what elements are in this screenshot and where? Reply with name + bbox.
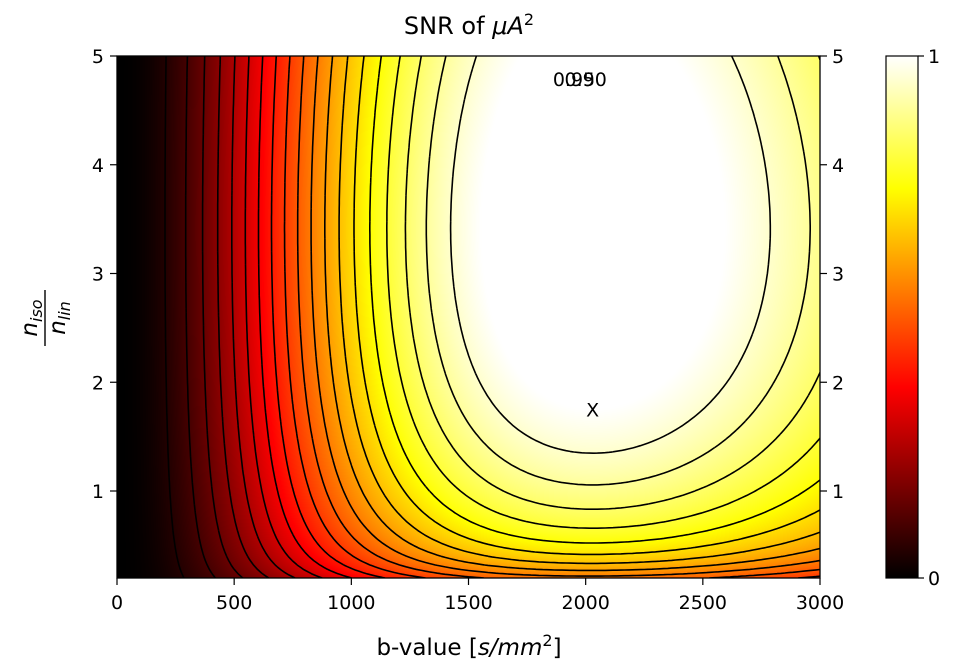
contour-line-0.50 bbox=[296, 56, 820, 578]
contour-line-0.10 bbox=[184, 56, 217, 578]
right-y-tick-label: 1 bbox=[832, 481, 844, 503]
plot-area bbox=[117, 56, 820, 578]
colorbar-ticks: 01 bbox=[918, 46, 940, 590]
y-axis-right: 1 2 3 4 5 bbox=[820, 46, 844, 503]
contour-label-0.95: 0.95 bbox=[553, 69, 595, 91]
x-tick-label: 3000 bbox=[796, 592, 844, 614]
right-y-tick-label: 2 bbox=[832, 372, 844, 394]
contour-line-0.95 bbox=[449, 56, 772, 454]
contour-lines bbox=[164, 56, 820, 578]
contour-line-0.35 bbox=[257, 56, 352, 578]
x-tick-label: 0 bbox=[111, 592, 123, 614]
snr-heatmap bbox=[117, 56, 820, 578]
y-tick-label: 5 bbox=[92, 46, 104, 68]
optimum-marker: X bbox=[586, 399, 599, 421]
contour-labels: 0.900.95 bbox=[553, 69, 607, 91]
contour-line-0.70 bbox=[353, 56, 820, 556]
contour-line-0.40 bbox=[270, 56, 386, 578]
contour-line-0.45 bbox=[283, 56, 820, 578]
colorbar: 01 bbox=[885, 46, 940, 590]
x-tick-label: 2500 bbox=[679, 592, 727, 614]
contour-line-0.75 bbox=[369, 56, 820, 544]
contour-line-0.05 bbox=[164, 56, 185, 578]
y-axis-label-numerator: niso bbox=[17, 299, 46, 336]
colorbar-gradient bbox=[885, 55, 919, 579]
contour-line-0.20 bbox=[216, 56, 270, 578]
contour-line-0.30 bbox=[244, 56, 323, 578]
contour-line-0.65 bbox=[338, 56, 820, 565]
contour-line-0.25 bbox=[231, 56, 296, 578]
contour-line-0.80 bbox=[386, 56, 820, 529]
contour-line-0.60 bbox=[324, 56, 820, 572]
y-tick-label: 4 bbox=[92, 155, 104, 177]
y-axis-left: 1 2 3 4 5 bbox=[92, 46, 117, 503]
y-axis-label: niso nlin bbox=[17, 290, 74, 346]
x-tick-label: 1000 bbox=[327, 592, 375, 614]
contour-label-0.90: 0.90 bbox=[565, 69, 607, 91]
x-axis: 0 500 1000 1500 2000 2500 3000 bbox=[111, 578, 844, 614]
right-y-tick-label: 4 bbox=[832, 155, 844, 177]
y-tick-label: 2 bbox=[92, 372, 104, 394]
colorbar-tick-label: 0 bbox=[928, 568, 940, 590]
colorbar-tick-label: 1 bbox=[928, 46, 940, 68]
contour-line-0.15 bbox=[201, 56, 244, 578]
x-tick-label: 1500 bbox=[444, 592, 492, 614]
contour-line-0.90 bbox=[425, 56, 811, 486]
chart-title: SNR of μA2 bbox=[404, 10, 534, 40]
x-axis-label: b-value [s/mm2] bbox=[376, 631, 561, 661]
x-tick-label: 2000 bbox=[561, 592, 609, 614]
y-axis-label-denominator: nlin bbox=[45, 301, 74, 335]
contour-line-0.85 bbox=[404, 56, 820, 510]
x-tick-label: 500 bbox=[216, 592, 252, 614]
right-y-tick-label: 3 bbox=[832, 264, 844, 286]
right-y-tick-label: 5 bbox=[832, 46, 844, 68]
y-tick-label: 3 bbox=[92, 264, 104, 286]
y-tick-label: 1 bbox=[92, 481, 104, 503]
